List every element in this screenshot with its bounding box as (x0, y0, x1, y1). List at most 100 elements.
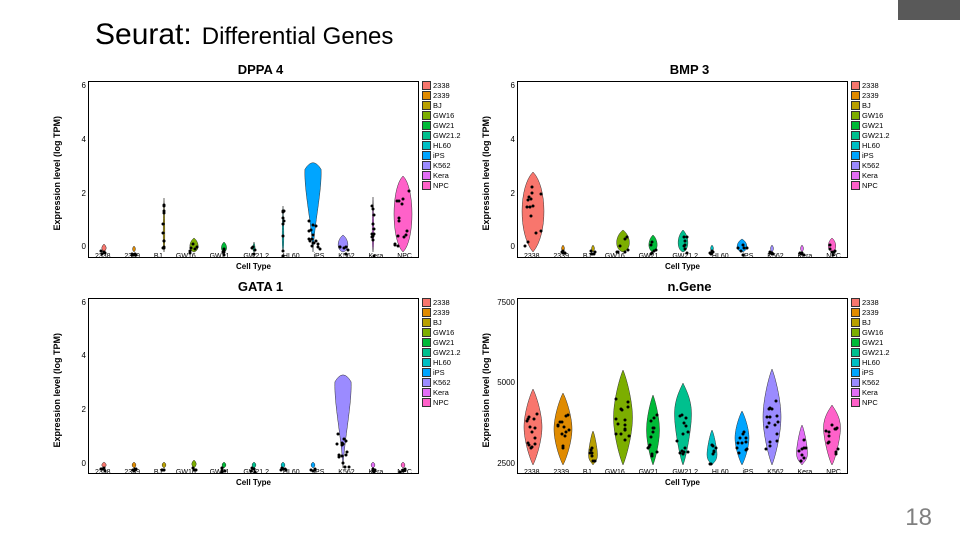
jitter-point (800, 460, 803, 463)
legend-swatch (422, 378, 431, 387)
jitter-point (741, 244, 744, 247)
legend-label: iPS (862, 151, 874, 160)
legend-swatch (422, 171, 431, 180)
x-axis: 23382339BJGW16GW21GW21.2HL60iPSK562KeraN… (517, 470, 848, 487)
legend-item: 2338 (422, 298, 471, 307)
legend-item: NPC (422, 398, 471, 407)
jitter-point (307, 237, 310, 240)
jitter-point (336, 433, 339, 436)
legend-item: BJ (422, 318, 471, 327)
jitter-point (526, 206, 529, 209)
legend-label: 2338 (433, 81, 450, 90)
jitter-point (627, 405, 630, 408)
legend-swatch (851, 298, 860, 307)
jitter-point (744, 440, 747, 443)
legend-label: GW21 (862, 338, 883, 347)
legend-swatch (851, 91, 860, 100)
legend-item: HL60 (851, 358, 900, 367)
legend-item: GW21 (851, 121, 900, 130)
legend-swatch (851, 358, 860, 367)
legend-label: GW16 (862, 328, 883, 337)
jitter-point (649, 435, 652, 438)
legend-label: BJ (862, 318, 871, 327)
jitter-point (680, 414, 683, 417)
jitter-point (308, 219, 311, 222)
title-sub: Differential Genes (202, 23, 394, 51)
legend-label: NPC (433, 181, 449, 190)
jitter-point (373, 232, 376, 235)
legend-swatch (422, 121, 431, 130)
violin (674, 383, 691, 470)
jitter-point (540, 229, 543, 232)
legend-item: BJ (851, 318, 900, 327)
jitter-point (713, 450, 716, 453)
legend-swatch (851, 348, 860, 357)
jitter-point (803, 457, 806, 460)
y-axis-label: Expression level (log TPM) (50, 294, 64, 487)
jitter-point (619, 244, 622, 247)
jitter-point (686, 450, 689, 453)
legend-label: HL60 (433, 358, 451, 367)
jitter-point (402, 235, 405, 238)
jitter-point (526, 420, 529, 423)
jitter-point (655, 414, 658, 417)
legend-label: NPC (862, 181, 878, 190)
jitter-point (835, 450, 838, 453)
jitter-point (775, 400, 778, 403)
jitter-point (736, 446, 739, 449)
jitter-point (740, 441, 743, 444)
jitter-point (346, 450, 349, 453)
legend-swatch (422, 348, 431, 357)
legend-label: K562 (433, 378, 451, 387)
legend-item: GW21 (422, 338, 471, 347)
legend-swatch (851, 388, 860, 397)
jitter-point (393, 242, 396, 245)
legend-item: K562 (851, 161, 900, 170)
legend-swatch (851, 131, 860, 140)
jitter-point (682, 432, 685, 435)
jitter-point (396, 244, 399, 247)
jitter-point (311, 234, 314, 237)
jitter-point (344, 465, 347, 468)
legend-item: GW21.2 (422, 131, 471, 140)
legend-item: 2338 (851, 298, 900, 307)
jitter-point (529, 197, 532, 200)
jitter-point (767, 421, 770, 424)
jitter-point (590, 447, 593, 450)
jitter-point (398, 199, 401, 202)
jitter-point (312, 241, 315, 244)
legend-item: K562 (851, 378, 900, 387)
legend: 23382339BJGW16GW21GW21.2HL60iPSK562KeraN… (848, 77, 900, 270)
y-ticks: 6420 (64, 77, 88, 270)
legend-item: GW16 (422, 111, 471, 120)
jitter-point (684, 248, 687, 251)
jitter-point (338, 246, 341, 249)
jitter-point (564, 431, 567, 434)
jitter-point (745, 437, 748, 440)
legend-label: 2339 (433, 308, 450, 317)
jitter-point (742, 247, 745, 250)
jitter-point (647, 446, 650, 449)
legend-swatch (851, 181, 860, 190)
x-axis-label: Cell Type (517, 262, 848, 271)
jitter-point (802, 438, 805, 441)
legend-label: HL60 (433, 141, 451, 150)
legend-swatch (851, 101, 860, 110)
jitter-point (615, 433, 618, 436)
x-axis: 23382339BJGW16GW21GW21.2HL60iPSK562KeraN… (88, 254, 419, 271)
legend-swatch (422, 308, 431, 317)
x-ticks: 23382339BJGW16GW21GW21.2HL60iPSK562KeraN… (88, 470, 419, 477)
legend-item: 2338 (422, 81, 471, 90)
jitter-point (567, 429, 570, 432)
jitter-point (161, 223, 164, 226)
jitter-point (623, 424, 626, 427)
legend-item: iPS (851, 151, 900, 160)
legend-swatch (422, 81, 431, 90)
jitter-point (371, 207, 374, 210)
jitter-point (826, 442, 829, 445)
legend-label: NPC (433, 398, 449, 407)
jitter-point (195, 246, 198, 249)
jitter-point (628, 434, 631, 437)
jitter-point (685, 417, 688, 420)
jitter-point (564, 435, 567, 438)
